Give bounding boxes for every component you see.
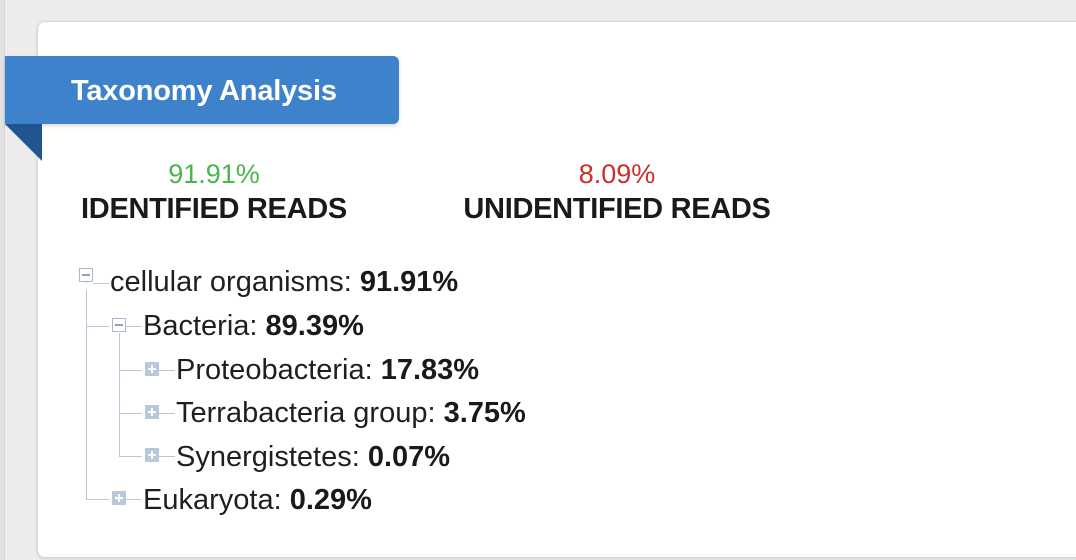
left-edge-border: [0, 0, 5, 560]
tree-node-bacteria[interactable]: Bacteria: 89.39%: [143, 309, 364, 343]
expand-synergistetes-toggle-icon[interactable]: [145, 448, 159, 462]
tree-node-percent: 0.29%: [289, 484, 372, 516]
tree-node-percent: 3.75%: [443, 397, 526, 429]
tree-connector-eukaryota: [86, 499, 109, 500]
collapse-root-toggle-icon[interactable]: [79, 268, 93, 282]
tree-connector-proteobacteria: [119, 370, 142, 371]
tree-node-proteobacteria[interactable]: Proteobacteria: 17.83%: [176, 353, 479, 387]
unidentified-reads-stat: 8.09% UNIDENTIFIED READS: [443, 159, 791, 226]
collapse-bacteria-toggle-icon[interactable]: [112, 318, 126, 332]
identified-reads-label: IDENTIFIED READS: [81, 193, 347, 225]
ribbon-fold-decoration: [5, 124, 42, 161]
tree-node-terrabacteria-group[interactable]: Terrabacteria group: 3.75%: [176, 396, 526, 430]
tree-node-label: cellular organisms:: [110, 266, 352, 298]
tree-connector-level1: [86, 290, 87, 499]
tree-connector-bacteria-label: [126, 326, 142, 327]
panel-title: Taxonomy Analysis: [71, 75, 337, 107]
identified-reads-value: 91.91%: [168, 159, 260, 189]
panel-title-ribbon: Taxonomy Analysis: [5, 56, 399, 124]
tree-node-eukaryota[interactable]: Eukaryota: 0.29%: [143, 483, 372, 517]
tree-connector-root-h: [93, 283, 109, 284]
tree-node-synergistetes[interactable]: Synergistetes: 0.07%: [176, 440, 450, 474]
tree-connector-bacteria: [86, 326, 109, 327]
identified-reads-stat: 91.91% IDENTIFIED READS: [66, 159, 362, 226]
tree-node-label: Terrabacteria group:: [176, 397, 436, 429]
tree-node-percent: 0.07%: [367, 441, 451, 473]
expand-proteobacteria-toggle-icon[interactable]: [145, 362, 159, 376]
tree-connector-synergistetes: [119, 456, 142, 457]
tree-connector-leaf-labels: [159, 456, 175, 457]
tree-node-cellular-organisms[interactable]: cellular organisms: 91.91%: [110, 265, 458, 299]
tree-connector-leaf-labels: [159, 413, 175, 414]
tree-node-percent: 91.91%: [359, 266, 459, 298]
unidentified-reads-value: 8.09%: [578, 159, 656, 189]
unidentified-reads-label: UNIDENTIFIED READS: [463, 193, 771, 225]
expand-terrabacteria-toggle-icon[interactable]: [145, 405, 159, 419]
tree-connector-level2: [119, 333, 120, 456]
tree-node-label: Synergistetes:: [176, 441, 360, 473]
tree-node-label: Bacteria:: [143, 310, 258, 342]
tree-node-label: Proteobacteria:: [176, 354, 373, 386]
tree-node-percent: 89.39%: [265, 310, 364, 342]
tree-connector-terrabacteria: [119, 413, 142, 414]
tree-node-label: Eukaryota:: [143, 484, 282, 516]
tree-node-percent: 17.83%: [380, 354, 480, 386]
tree-connector-eukaryota-label: [126, 499, 142, 500]
tree-connector-leaf-labels: [159, 370, 175, 371]
expand-eukaryota-toggle-icon[interactable]: [112, 491, 126, 505]
